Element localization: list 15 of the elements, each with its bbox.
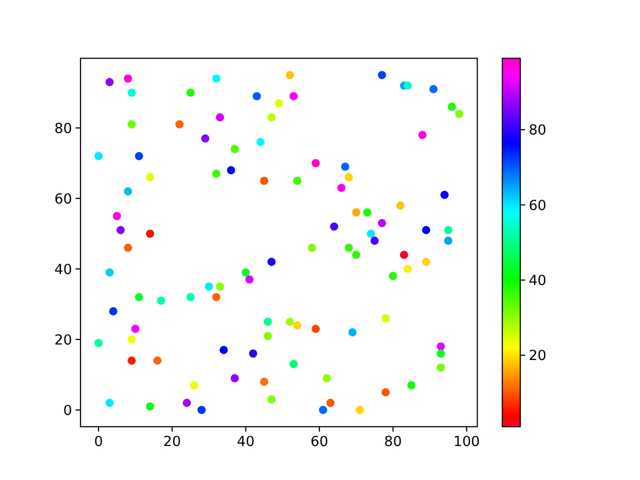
x-tick-label: 100 xyxy=(453,434,480,450)
y-tick-label: 20 xyxy=(54,332,72,348)
color-bar-label: 20 xyxy=(528,348,546,364)
color-bar-label: 40 xyxy=(528,272,546,289)
color-bar-label: 80 xyxy=(528,122,546,139)
x-tick-label: 20 xyxy=(163,434,181,450)
y-tick-label: 0 xyxy=(63,402,72,419)
x-tick-label: 0 xyxy=(94,434,103,450)
x-tick-label: 80 xyxy=(384,434,402,450)
color-bar-label: 60 xyxy=(528,198,546,214)
y-tick-label: 80 xyxy=(54,120,72,137)
x-tick-label: 40 xyxy=(236,434,255,450)
x-tick-label: 60 xyxy=(310,434,328,450)
y-tick-label: 40 xyxy=(54,262,72,278)
y-tick-label: 60 xyxy=(54,191,72,208)
